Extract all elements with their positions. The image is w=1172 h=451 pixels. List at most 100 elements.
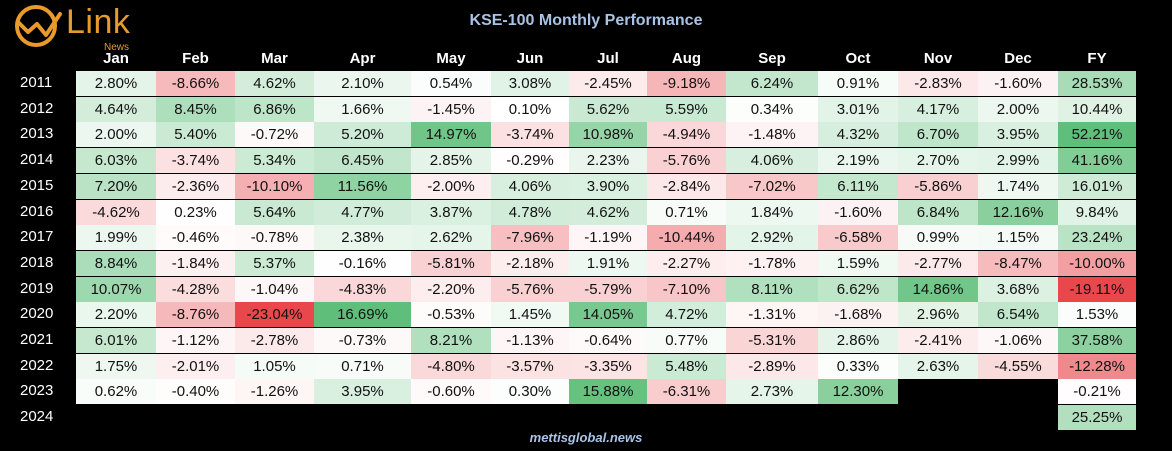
cell-2013-jul: 10.98% xyxy=(569,122,647,148)
cell-2023-feb: -0.40% xyxy=(156,379,235,405)
cell-2019-feb: -4.28% xyxy=(156,276,235,302)
cell-2012-mar: 6.86% xyxy=(235,96,314,122)
cell-2019-oct: 6.62% xyxy=(818,276,898,302)
cell-2022-nov: 2.63% xyxy=(898,353,978,379)
cell-2011-dec: -1.60% xyxy=(978,71,1058,96)
cell-2017-jun: -7.96% xyxy=(491,225,569,251)
cell-2016-aug: 0.71% xyxy=(647,199,726,225)
cell-2011-oct: 0.91% xyxy=(818,71,898,96)
cell-2022-jul: -3.35% xyxy=(569,353,647,379)
cell-2014-apr: 6.45% xyxy=(314,148,411,174)
cell-2014-oct: 2.19% xyxy=(818,148,898,174)
cell-2023-oct: 12.30% xyxy=(818,379,898,405)
cell-2022-feb: -2.01% xyxy=(156,353,235,379)
cell-2018-jan: 8.84% xyxy=(76,250,156,276)
cell-2012-feb: 8.45% xyxy=(156,96,235,122)
column-header-mar: Mar xyxy=(261,50,288,67)
cell-2019-mar: -1.04% xyxy=(235,276,314,302)
cell-2019-nov: 14.86% xyxy=(898,276,978,302)
cell-2015-apr: 11.56% xyxy=(314,173,411,199)
cell-2016-may: 3.87% xyxy=(411,199,491,225)
cell-2013-fy: 52.21% xyxy=(1058,122,1136,148)
row-label-2023: 2023 xyxy=(20,382,54,400)
cell-2015-feb: -2.36% xyxy=(156,173,235,199)
chart-title: KSE-100 Monthly Performance xyxy=(469,12,703,29)
cell-2017-feb: -0.46% xyxy=(156,225,235,251)
cell-2015-jul: 3.90% xyxy=(569,173,647,199)
cell-2019-jul: -5.79% xyxy=(569,276,647,302)
row-label-2022: 2022 xyxy=(20,356,54,374)
cell-2017-nov: 0.99% xyxy=(898,225,978,251)
cell-2021-dec: -1.06% xyxy=(978,328,1058,353)
cell-2014-aug: -5.76% xyxy=(647,148,726,174)
cell-2015-fy: 16.01% xyxy=(1058,173,1136,199)
cell-2013-mar: -0.72% xyxy=(235,122,314,148)
cell-2017-sep: 2.92% xyxy=(726,225,818,251)
cell-2015-dec: 1.74% xyxy=(978,173,1058,199)
cell-2014-may: 2.85% xyxy=(411,148,491,174)
row-label-2011: 2011 xyxy=(20,74,53,91)
cell-2016-mar: 5.64% xyxy=(235,199,314,225)
cell-2019-jan: 10.07% xyxy=(76,276,156,302)
cell-2020-jul: 14.05% xyxy=(569,302,647,328)
cell-2017-may: 2.62% xyxy=(411,225,491,251)
cell-2017-dec: 1.15% xyxy=(978,225,1058,251)
cell-2013-dec: 3.95% xyxy=(978,122,1058,148)
cell-2019-apr: -4.83% xyxy=(314,276,411,302)
cell-2022-apr: 0.71% xyxy=(314,353,411,379)
cell-2016-jan: -4.62% xyxy=(76,199,156,225)
cell-2018-nov: -2.77% xyxy=(898,250,978,276)
cell-2013-nov: 6.70% xyxy=(898,122,978,148)
cell-2020-fy: 1.53% xyxy=(1058,302,1136,328)
cell-2015-jan: 7.20% xyxy=(76,173,156,199)
cell-2015-may: -2.00% xyxy=(411,173,491,199)
logo-text: Link xyxy=(66,3,131,41)
cell-2011-mar: 4.62% xyxy=(235,71,314,96)
row-label-2014: 2014 xyxy=(20,151,54,169)
cell-2022-dec: -4.55% xyxy=(978,353,1058,379)
cell-2024-fy: 25.25% xyxy=(1058,405,1136,431)
footer-source: mettisglobal.news xyxy=(529,430,643,445)
cell-2023-fy: -0.21% xyxy=(1058,379,1136,405)
cell-2018-mar: 5.37% xyxy=(235,250,314,276)
column-header-may: May xyxy=(436,50,466,67)
cell-2014-jul: 2.23% xyxy=(569,148,647,174)
row-label-2019: 2019 xyxy=(20,279,54,297)
cell-2012-may: -1.45% xyxy=(411,96,491,122)
cell-2017-mar: -0.78% xyxy=(235,225,314,251)
cell-2021-apr: -0.73% xyxy=(314,328,411,353)
cell-2020-mar: -23.04% xyxy=(235,302,314,328)
cell-2019-sep: 8.11% xyxy=(726,276,818,302)
cell-2014-jun: -0.29% xyxy=(491,148,569,174)
cell-2021-fy: 37.58% xyxy=(1058,328,1136,353)
cell-2020-feb: -8.76% xyxy=(156,302,235,328)
cell-2022-may: -4.80% xyxy=(411,353,491,379)
cell-2022-jan: 1.75% xyxy=(76,353,156,379)
cell-2022-oct: 0.33% xyxy=(818,353,898,379)
cell-2022-aug: 5.48% xyxy=(647,353,726,379)
cell-2016-jun: 4.78% xyxy=(491,199,569,225)
cell-2014-dec: 2.99% xyxy=(978,148,1058,174)
cell-2017-jan: 1.99% xyxy=(76,225,156,251)
cell-2013-jun: -3.74% xyxy=(491,122,569,148)
cell-2013-apr: 5.20% xyxy=(314,122,411,148)
cell-2019-jun: -5.76% xyxy=(491,276,569,302)
cell-2023-mar: -1.26% xyxy=(235,379,314,405)
cell-2011-feb: -8.66% xyxy=(156,71,235,96)
cell-2020-jan: 2.20% xyxy=(76,302,156,328)
cell-2011-nov: -2.83% xyxy=(898,71,978,96)
cell-2021-mar: -2.78% xyxy=(235,328,314,353)
cell-2011-jul: -2.45% xyxy=(569,71,647,96)
cell-2014-nov: 2.70% xyxy=(898,148,978,174)
cell-2018-apr: -0.16% xyxy=(314,250,411,276)
cell-2016-fy: 9.84% xyxy=(1058,199,1136,225)
cell-2022-fy: -12.28% xyxy=(1058,353,1136,379)
cell-2011-aug: -9.18% xyxy=(647,71,726,96)
row-label-2024: 2024 xyxy=(20,408,54,426)
row-label-2012: 2012 xyxy=(20,99,54,117)
cell-2015-mar: -10.10% xyxy=(235,173,314,199)
row-label-2018: 2018 xyxy=(20,253,54,271)
column-header-feb: Feb xyxy=(182,50,209,67)
cell-2012-jul: 5.62% xyxy=(569,96,647,122)
cell-2013-sep: -1.48% xyxy=(726,122,818,148)
